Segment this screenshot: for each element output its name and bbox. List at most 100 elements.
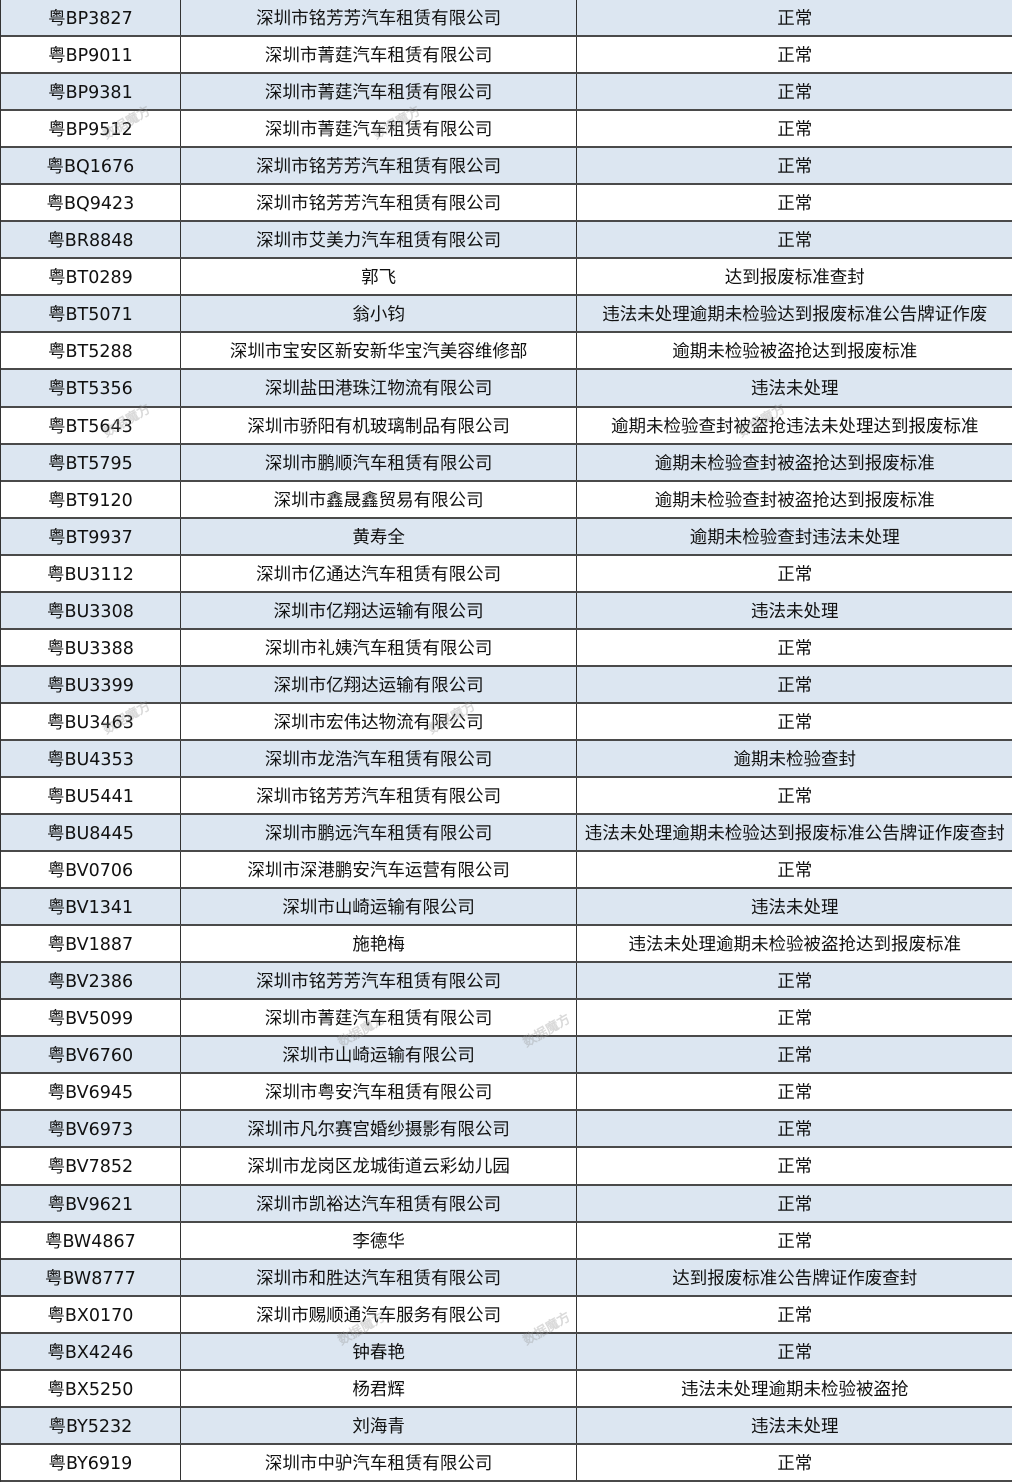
table-row: 粤BV7852 深圳市龙岗区龙城街道云彩幼儿园 正常 (1, 1148, 1012, 1186)
status-cell: 违法未处理逾期未检验达到报废标准公告牌证作废查封 (577, 815, 1012, 850)
plate-number-cell: 粤BU5441 (1, 777, 181, 814)
plate-number-text: 粤BT5643 (48, 416, 133, 437)
owner-text: 深圳市鹏顺汽车租赁有限公司 (264, 453, 493, 474)
plate-number-text: 粤BP9381 (48, 83, 133, 104)
plate-number-cell: 粤BP9011 (1, 37, 181, 73)
owner-cell: 深圳市中驴汽车租赁有限公司 (181, 1444, 578, 1480)
plate-number-text: 粤BV7852 (47, 1157, 134, 1178)
table-row: 粤BT5288 深圳市宝安区新安新华宝汽美容维修部 逾期未检验被盗抢达到报废标准 (1, 333, 1012, 371)
plate-number-text: 粤BP3827 (48, 9, 133, 30)
plate-number-cell: 粤BW8777 (1, 1259, 181, 1295)
plate-number-text: 粤BT5071 (48, 305, 133, 326)
status-cell: 正常 (577, 1297, 1012, 1332)
owner-cell: 深圳市亿翔达运输有限公司 (181, 592, 578, 628)
table-row: 粤BP9381 深圳市菁莛汽车租赁有限公司 正常 (1, 74, 1012, 112)
status-cell: 正常 (577, 1111, 1012, 1146)
plate-number-cell: 粤BP9381 (1, 74, 181, 110)
plate-number-cell: 粤BP3827 (1, 0, 181, 36)
plate-number-text: 粤BP9011 (48, 46, 133, 67)
status-cell: 正常 (577, 111, 1012, 146)
owner-text: 深圳市龙浩汽车租赁有限公司 (264, 749, 493, 770)
plate-number-text: 粤BV0706 (47, 861, 134, 882)
owner-cell: 翁小钧 (181, 296, 578, 332)
table-row: 粤BR8848 深圳市艾美力汽车租赁有限公司 正常 (1, 222, 1012, 260)
table-row: 粤BU3399 深圳市亿翔达运输有限公司 正常 (1, 666, 1012, 704)
owner-text: 深圳市菁莛汽车租赁有限公司 (264, 83, 493, 104)
table-row: 粤BQ9423 深圳市铭芳芳汽车租赁有限公司 正常 (1, 185, 1012, 223)
table-row: 粤BU5441 深圳市铭芳芳汽车租赁有限公司 正常 (1, 777, 1012, 816)
owner-text: 郭飞 (361, 268, 397, 289)
owner-cell: 深圳市鑫晟鑫贸易有限公司 (181, 481, 578, 517)
status-cell: 违法未处理 (577, 370, 1012, 405)
status-text: 正常 (777, 638, 813, 659)
table-row: 粤BX4246 钟春艳 正常 (1, 1333, 1012, 1371)
plate-number-cell: 粤BV6973 (1, 1111, 181, 1147)
status-text: 逾期未检验查封被盗抢达到报废标准 (654, 453, 935, 474)
status-text: 正常 (777, 564, 813, 585)
table-row: 粤BQ1676 深圳市铭芳芳汽车租赁有限公司 正常 (1, 148, 1012, 186)
status-cell: 正常 (577, 185, 1012, 220)
owner-text: 黄寿全 (352, 527, 405, 548)
owner-text: 深圳市赐顺通汽车服务有限公司 (256, 1305, 502, 1326)
plate-number-cell: 粤BV6945 (1, 1074, 181, 1110)
plate-number-cell: 粤BU3112 (1, 555, 181, 591)
plate-number-cell: 粤BV1887 (1, 926, 181, 962)
status-cell: 违法未处理 (577, 1408, 1012, 1443)
plate-number-text: 粤BV5099 (47, 1009, 134, 1030)
status-cell: 正常 (577, 1037, 1012, 1072)
status-cell: 达到报废标准查封 (577, 259, 1012, 294)
plate-number-cell: 粤BV0706 (1, 852, 181, 888)
table-row: 粤BW8777 深圳市和胜达汽车租赁有限公司 达到报废标准公告牌证作废查封 (1, 1259, 1012, 1297)
plate-number-cell: 粤BU3388 (1, 629, 181, 665)
status-text: 逾期未检验查封被盗抢达到报废标准 (654, 490, 935, 511)
plate-number-cell: 粤BP9512 (1, 111, 181, 147)
plate-number-text: 粤BV6973 (47, 1120, 134, 1141)
owner-text: 深圳市凯裕达汽车租赁有限公司 (256, 1194, 502, 1215)
table-row: 粤BP9512 深圳市菁莛汽车租赁有限公司 正常 (1, 111, 1012, 149)
plate-number-text: 粤BV6945 (47, 1083, 134, 1104)
owner-cell: 深圳市艾美力汽车租赁有限公司 (181, 222, 578, 258)
plate-number-cell: 粤BT5356 (1, 370, 181, 406)
status-text: 正常 (777, 1009, 813, 1030)
plate-number-cell: 粤BV6760 (1, 1037, 181, 1073)
status-cell: 正常 (577, 852, 1012, 887)
table-row: 粤BY5232 刘海青 违法未处理 (1, 1407, 1012, 1445)
status-cell: 达到报废标准公告牌证作废查封 (577, 1260, 1012, 1295)
status-cell: 正常 (577, 37, 1012, 72)
status-text: 违法未处理逾期未检验被盗抢 (680, 1379, 909, 1400)
status-cell: 正常 (577, 963, 1012, 998)
table-row: 粤BV6945 深圳市粤安汽车租赁有限公司 正常 (1, 1074, 1012, 1112)
owner-cell: 深圳市铭芳芳汽车租赁有限公司 (181, 185, 578, 221)
owner-cell: 深圳市粤安汽车租赁有限公司 (181, 1074, 578, 1110)
status-cell: 正常 (577, 1074, 1012, 1109)
status-text: 违法未处理逾期未检验达到报废标准公告牌证作废 (602, 305, 988, 326)
plate-number-cell: 粤BT5643 (1, 407, 181, 443)
table-row: 粤BX5250 杨君辉 违法未处理逾期未检验被盗抢 (1, 1370, 1012, 1408)
plate-number-cell: 粤BT9120 (1, 481, 181, 517)
table-row: 粤BV6760 深圳市山崎运输有限公司 正常 (1, 1037, 1012, 1075)
plate-number-cell: 粤BY6919 (1, 1444, 181, 1480)
status-text: 违法未处理 (750, 379, 839, 400)
owner-text: 深圳市骄阳有机玻璃制品有限公司 (247, 416, 510, 437)
plate-number-text: 粤BW4867 (45, 1231, 136, 1252)
status-cell: 违法未处理 (577, 889, 1012, 924)
owner-text: 深圳市菁莛汽车租赁有限公司 (264, 46, 493, 67)
status-text: 逾期未检验被盗抢达到报废标准 (672, 342, 918, 363)
plate-number-cell: 粤BX0170 (1, 1296, 181, 1332)
plate-number-cell: 粤BT5071 (1, 296, 181, 332)
table-row: 粤BT9120 深圳市鑫晟鑫贸易有限公司 逾期未检验查封被盗抢达到报废标准 (1, 481, 1012, 519)
table-row: 粤BV0706 深圳市深港鹏安汽车运营有限公司 正常 (1, 852, 1012, 890)
status-text: 正常 (777, 46, 813, 67)
owner-cell: 深圳市亿翔达运输有限公司 (181, 666, 578, 702)
owner-cell: 深圳市赐顺通汽车服务有限公司 (181, 1296, 578, 1332)
status-text: 达到报废标准查封 (724, 268, 865, 289)
status-text: 违法未处理 (750, 1416, 839, 1437)
status-text: 正常 (777, 1157, 813, 1178)
plate-number-text: 粤BU8445 (46, 824, 134, 845)
status-text: 正常 (777, 972, 813, 993)
owner-cell: 深圳市鹏远汽车租赁有限公司 (181, 815, 578, 851)
plate-number-cell: 粤BT9937 (1, 518, 181, 554)
plate-number-text: 粤BT9937 (48, 527, 133, 548)
owner-text: 李德华 (352, 1231, 405, 1252)
owner-text: 深圳市铭芳芳汽车租赁有限公司 (256, 9, 502, 30)
